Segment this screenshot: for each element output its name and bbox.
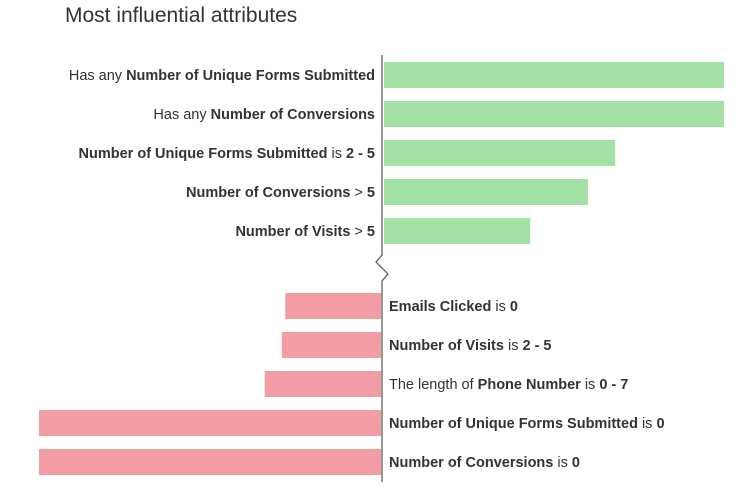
positive-bar <box>384 218 531 244</box>
negative-bar-label: Number of Conversions is 0 <box>389 455 580 471</box>
chart-title: Most influential attributes <box>65 4 298 27</box>
center-axis-line <box>375 55 389 482</box>
positive-bar-label-part: Number of Unique Forms Submitted <box>79 146 328 162</box>
positive-bar-label-part: 5 <box>367 224 375 240</box>
negative-bar-label: Emails Clicked is 0 <box>389 299 518 315</box>
negative-bar-label-part: is <box>553 455 572 471</box>
negative-bar <box>264 371 381 397</box>
negative-bar-label: Number of Visits is 2 - 5 <box>389 338 552 354</box>
positive-bar-label-part: Has any <box>69 68 126 84</box>
negative-bar-label-part: is <box>581 377 600 393</box>
negative-bar-label: The length of Phone Number is 0 - 7 <box>389 377 628 393</box>
negative-bar-label-part: 0 <box>572 455 580 471</box>
positive-bar-label-part: Number of Unique Forms Submitted <box>126 68 375 84</box>
positive-bar-label: Has any Number of Conversions <box>153 107 375 123</box>
positive-bar <box>384 101 724 127</box>
positive-bar <box>384 140 616 166</box>
positive-bar-label-part: 5 <box>367 185 375 201</box>
positive-bar-label: Number of Visits > 5 <box>235 224 375 240</box>
negative-bar <box>39 410 381 436</box>
positive-bar-label-part: Number of Visits <box>235 224 350 240</box>
negative-bar-label-part: 2 - 5 <box>522 338 551 354</box>
negative-bar-label-part: 0 - 7 <box>599 377 628 393</box>
negative-bar-label-part: The length of <box>389 377 478 393</box>
positive-bar-label-part: 2 - 5 <box>346 146 375 162</box>
positive-bar-label-part: is <box>327 146 346 162</box>
positive-bar-label-part: > <box>350 224 367 240</box>
negative-bar-label: Number of Unique Forms Submitted is 0 <box>389 416 665 432</box>
negative-bar-label-part: is <box>491 299 510 315</box>
negative-bar <box>285 293 381 319</box>
negative-bar <box>39 449 381 475</box>
positive-bar-label: Number of Unique Forms Submitted is 2 - … <box>79 146 375 162</box>
positive-bar <box>384 179 588 205</box>
negative-bar-label-part: Phone Number <box>478 377 581 393</box>
negative-bar-label-part: is <box>638 416 657 432</box>
negative-bar-label-part: is <box>504 338 523 354</box>
negative-bar <box>281 332 381 358</box>
negative-bar-label-part: 0 <box>656 416 664 432</box>
positive-bar-label-part: Has any <box>153 107 210 123</box>
positive-bar-label-part: Number of Conversions <box>211 107 375 123</box>
negative-bar-label-part: 0 <box>510 299 518 315</box>
negative-bar-label-part: Number of Visits <box>389 338 504 354</box>
positive-bar-label: Has any Number of Unique Forms Submitted <box>69 68 375 84</box>
negative-bar-label-part: Emails Clicked <box>389 299 491 315</box>
positive-bar-label: Number of Conversions > 5 <box>186 185 375 201</box>
positive-bar <box>384 62 724 88</box>
positive-bar-label-part: Number of Conversions <box>186 185 350 201</box>
positive-bar-label-part: > <box>350 185 367 201</box>
negative-bar-label-part: Number of Unique Forms Submitted <box>389 416 638 432</box>
negative-bar-label-part: Number of Conversions <box>389 455 553 471</box>
